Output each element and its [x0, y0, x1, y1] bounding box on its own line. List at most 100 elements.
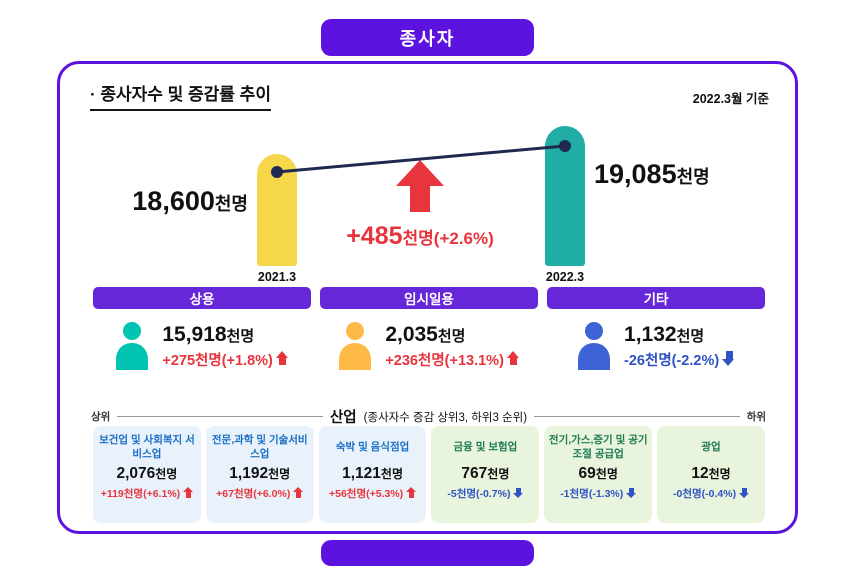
status-value: 1,132천명: [624, 323, 704, 347]
status-col-temporary: 2,035천명 +236천명(+13.1%): [320, 316, 538, 370]
industry-box-accommodation: 숙박 및 음식점업 1,121천명 +56천명(+5.3%): [318, 426, 427, 523]
top-badge: 종사자: [321, 19, 534, 56]
status-change-text: +236천명(+13.1%): [385, 352, 504, 369]
industry-box-professional: 전문,과학 및 기술서비스업 1,192천명 +67천명(+6.0%): [205, 426, 314, 523]
card-header: · 종사자수 및 증감률 추이 2022.3월 기준: [60, 64, 795, 111]
industry-section-subtitle: (종사자수 증감 상위3, 하위3 순위): [363, 411, 528, 424]
industry-change-text: -5천명(-0.7%): [447, 488, 511, 500]
industry-value-unit: 천명: [595, 467, 618, 481]
industry-change-text: -1천명(-1.3%): [560, 488, 624, 500]
industry-change-text: +119천명(+6.1%): [100, 488, 181, 500]
bar-2022: [545, 126, 585, 266]
change-arrow-icon: [406, 487, 417, 498]
change-arrow-icon: [506, 351, 521, 366]
industry-change-text: +67천명(+6.0%): [216, 488, 291, 500]
industry-box-finance: 금융 및 보험업 767천명 -5천명(-0.7%): [431, 426, 540, 523]
top-rank-label: 상위: [91, 411, 111, 423]
industry-value-unit: 천명: [708, 467, 731, 481]
industry-change-text: +56천명(+5.3%): [328, 488, 404, 500]
status-stats: 15,918천명 +275천명(+1.8%) 2,035천명 +236천명(+1…: [93, 316, 765, 370]
industry-box-mining: 광업 12천명 -0천명(-0.4%): [657, 426, 765, 523]
status-header-temporary: 임시일용: [320, 287, 538, 309]
industry-value-num: 2,076: [116, 465, 156, 482]
person-icon: [576, 322, 612, 370]
person-icon: [114, 322, 150, 370]
status-change: +275천명(+1.8%): [162, 349, 289, 370]
industry-value: 1,121천명: [321, 465, 425, 483]
industry-name: 전문,과학 및 기술서비스업: [211, 434, 308, 460]
bottom-rank-label: 하위: [746, 411, 767, 423]
status-header-regular: 상용: [93, 287, 311, 309]
industry-divider: 상위 산업 (종사자수 증감 상위3, 하위3 순위) 하위: [91, 406, 766, 427]
status-text: 1,132천명 -26천명(-2.2%): [624, 323, 736, 370]
industry-box-health: 보건업 및 사회복지 서비스업 2,076천명 +119천명(+6.1%): [93, 426, 201, 523]
status-text: 2,035천명 +236천명(+13.1%): [385, 323, 520, 370]
industry-value-num: 69: [578, 465, 596, 482]
person-icon: [337, 322, 373, 370]
period-2022: 2022.3: [545, 270, 585, 284]
industry-name: 전기,가스,증기 및 공기조절 공급업: [548, 434, 648, 460]
bottom-badge: [321, 540, 534, 566]
industry-change: -1천명(-1.3%): [546, 486, 650, 501]
section-heading: · 종사자수 및 증감률 추이: [90, 80, 271, 111]
industry-change: +67천명(+6.0%): [208, 486, 312, 501]
industry-value: 767천명: [433, 465, 537, 483]
industry-box-utilities: 전기,가스,증기 및 공기조절 공급업 69천명 -1천명(-1.3%): [544, 426, 653, 523]
industry-value-num: 1,192: [229, 465, 269, 482]
increase-arrow-icon: [396, 160, 444, 186]
divider-line: [534, 416, 740, 417]
curr-total: 19,085천명: [594, 159, 710, 190]
status-value-num: 1,132: [624, 322, 677, 346]
main-card: · 종사자수 및 증감률 추이 2022.3월 기준 18,600천명 19,0…: [57, 61, 798, 534]
status-col-other: 1,132천명 -26천명(-2.2%): [547, 316, 765, 370]
status-change: -26천명(-2.2%): [624, 349, 736, 370]
status-headers: 상용 임시일용 기타: [93, 287, 765, 309]
status-text: 15,918천명 +275천명(+1.8%): [162, 323, 289, 370]
status-value-unit: 천명: [226, 327, 255, 345]
status-change: +236천명(+13.1%): [385, 349, 520, 370]
change-arrow-icon: [739, 487, 750, 498]
industry-value: 69천명: [546, 465, 650, 483]
industry-value-unit: 천명: [268, 467, 291, 481]
status-value: 15,918천명: [162, 323, 254, 347]
industry-boxes: 보건업 및 사회복지 서비스업 2,076천명 +119천명(+6.1%) 전문…: [93, 426, 765, 523]
prev-total-value: 18,600: [132, 186, 215, 216]
industry-value: 2,076천명: [95, 465, 199, 483]
change-arrow-icon: [275, 351, 290, 366]
change-arrow-icon: [626, 487, 637, 498]
change-arrow-icon: [513, 487, 524, 498]
industry-name: 보건업 및 사회복지 서비스업: [99, 434, 195, 460]
industry-value-unit: 천명: [487, 467, 510, 481]
industry-name: 숙박 및 음식점업: [335, 441, 410, 454]
status-value-unit: 천명: [676, 327, 705, 345]
status-value-num: 2,035: [385, 322, 438, 346]
industry-change-text: -0천명(-0.4%): [673, 488, 737, 500]
status-value-num: 15,918: [162, 322, 227, 346]
total-change-detail: 천명(+2.6%): [402, 229, 494, 248]
industry-section-title: 산업: [329, 410, 357, 426]
status-value-unit: 천명: [437, 327, 466, 345]
reference-date: 2022.3월 기준: [692, 92, 769, 106]
industry-value-unit: 천명: [380, 467, 404, 481]
curr-total-value: 19,085: [594, 159, 677, 189]
curr-total-unit: 천명: [676, 167, 710, 187]
status-change-text: +275천명(+1.8%): [162, 352, 273, 369]
industry-value-num: 12: [691, 465, 709, 482]
prev-total-unit: 천명: [214, 194, 248, 214]
prev-total: 18,600천명: [76, 186, 248, 217]
industry-value: 1,192천명: [208, 465, 312, 483]
total-change-value: +485: [346, 222, 403, 250]
status-value: 2,035천명: [385, 323, 465, 347]
period-2021: 2021.3: [257, 270, 297, 284]
industry-value-unit: 천명: [155, 467, 178, 481]
industry-change: +56천명(+5.3%): [321, 486, 425, 501]
status-header-other: 기타: [547, 287, 765, 309]
change-arrow-icon: [293, 487, 304, 498]
change-arrow-icon: [183, 487, 194, 498]
increase-arrow-stem: [410, 184, 430, 212]
industry-change: -0천명(-0.4%): [659, 486, 763, 501]
change-arrow-icon: [722, 351, 736, 366]
industry-value-num: 767: [461, 465, 488, 482]
industry-value-num: 1,121: [342, 465, 381, 482]
industry-change: +119천명(+6.1%): [95, 486, 199, 501]
